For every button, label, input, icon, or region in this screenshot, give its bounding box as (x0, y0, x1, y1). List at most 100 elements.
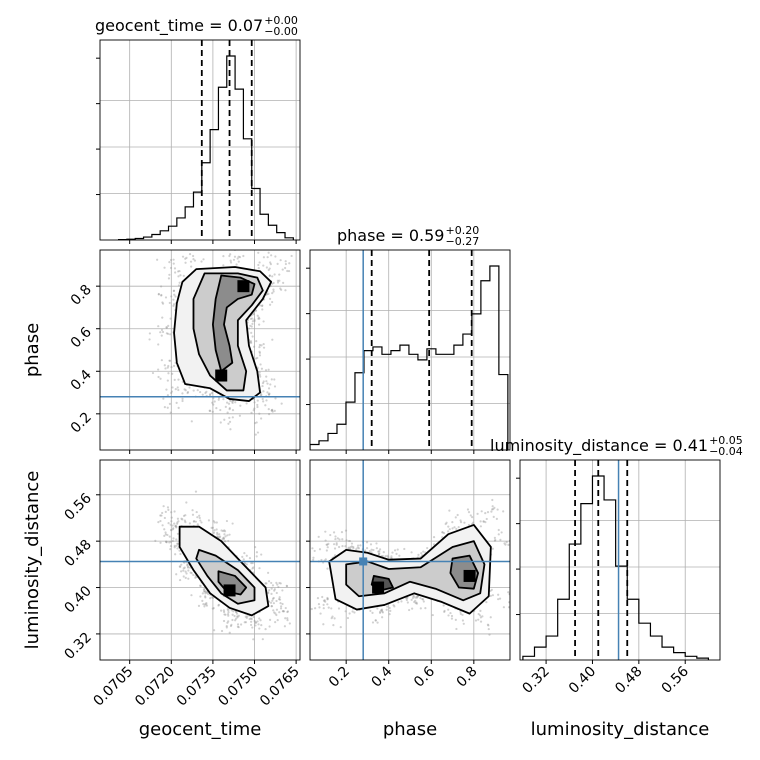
scatter-point (326, 596, 329, 600)
scatter-point (267, 591, 270, 594)
scatter-point (322, 599, 326, 602)
scatter-point (236, 616, 239, 619)
scatter-point (398, 554, 401, 557)
scatter-point (238, 414, 241, 417)
scatter-point (479, 520, 482, 523)
scatter-point (195, 510, 198, 514)
scatter-point (248, 617, 251, 621)
scatter-point (224, 540, 227, 543)
scatter-point (504, 543, 507, 546)
scatter-point (369, 543, 373, 546)
scatter-point (252, 566, 255, 569)
scatter-point (187, 569, 190, 572)
scatter-point (463, 521, 466, 524)
scatter-point (325, 549, 328, 552)
scatter-point (181, 397, 184, 400)
scatter-point (183, 566, 186, 569)
scatter-point (469, 514, 472, 517)
panel-frame (99, 459, 301, 661)
scatter-point (415, 595, 419, 598)
scatter-point (448, 509, 451, 512)
scatter-point (191, 509, 194, 512)
scatter-point (246, 615, 249, 618)
scatter-point (267, 580, 271, 583)
scatter-point (225, 519, 229, 523)
scatter-point (182, 569, 185, 572)
scatter-point (226, 534, 229, 537)
scatter-point (172, 537, 175, 540)
scatter-point (256, 356, 259, 360)
scatter-point (344, 545, 347, 548)
scatter-point (412, 595, 416, 598)
scatter-point (243, 561, 246, 565)
scatter-point (223, 540, 226, 543)
scatter-point (250, 562, 253, 565)
scatter-point (272, 609, 275, 612)
scatter-point (184, 576, 187, 580)
scatter-point (245, 554, 248, 557)
scatter-point (157, 368, 160, 371)
scatter-point (264, 369, 268, 372)
scatter-point (245, 616, 248, 619)
scatter-point (490, 510, 493, 513)
scatter-point (334, 537, 337, 541)
scatter-point (245, 236, 247, 238)
scatter-point (457, 525, 460, 529)
scatter-point (284, 617, 287, 620)
scatter-point (350, 545, 353, 548)
scatter-point (482, 520, 485, 523)
scatter-point (279, 607, 283, 610)
scatter-point (268, 413, 271, 416)
scatter-point (252, 615, 255, 619)
scatter-point (177, 520, 180, 523)
scatter-point (228, 408, 231, 411)
scatter-point (455, 527, 458, 531)
scatter-point (165, 388, 168, 391)
scatter-point (410, 551, 413, 554)
scatter-point (260, 624, 263, 627)
scatter-point (276, 281, 280, 284)
scatter-point (181, 255, 185, 258)
scatter-point (167, 372, 170, 375)
scatter-point (381, 611, 384, 614)
scatter-point (334, 535, 337, 538)
scatter-point (313, 549, 316, 553)
scatter-point (496, 508, 499, 511)
scatter-point (381, 610, 384, 613)
scatter-point (275, 581, 278, 585)
scatter-point (307, 560, 309, 562)
scatter-point (378, 550, 381, 553)
panel-content (100, 460, 300, 660)
scatter-point (157, 521, 160, 524)
scatter-point (183, 519, 186, 522)
scatter-point (316, 596, 320, 600)
scatter-point (442, 532, 446, 535)
scatter-point (196, 523, 199, 526)
scatter-point (173, 267, 177, 270)
scatter-point (268, 392, 271, 395)
scatter-point (170, 390, 174, 393)
scatter-point (284, 266, 287, 270)
scatter-point (210, 526, 213, 529)
scatter-point (202, 258, 205, 261)
scatter-point (432, 543, 436, 546)
scatter-point (441, 531, 444, 534)
scatter-point (170, 528, 173, 532)
scatter-point (250, 331, 253, 334)
scatter-point (192, 258, 195, 261)
scatter-point (329, 533, 332, 537)
scatter-point (204, 596, 207, 599)
scatter-point (284, 262, 287, 266)
scatter-point (222, 537, 226, 541)
scatter-point (254, 433, 257, 436)
scatter-point (271, 282, 274, 285)
scatter-point (442, 604, 445, 607)
scatter-point (321, 595, 324, 599)
panel-frame (99, 249, 301, 451)
scatter-point (172, 289, 176, 292)
scatter-point (261, 638, 264, 641)
scatter-point (512, 610, 514, 612)
scatter-point (331, 615, 334, 618)
scatter-point (258, 627, 261, 630)
scatter-point (261, 397, 264, 401)
